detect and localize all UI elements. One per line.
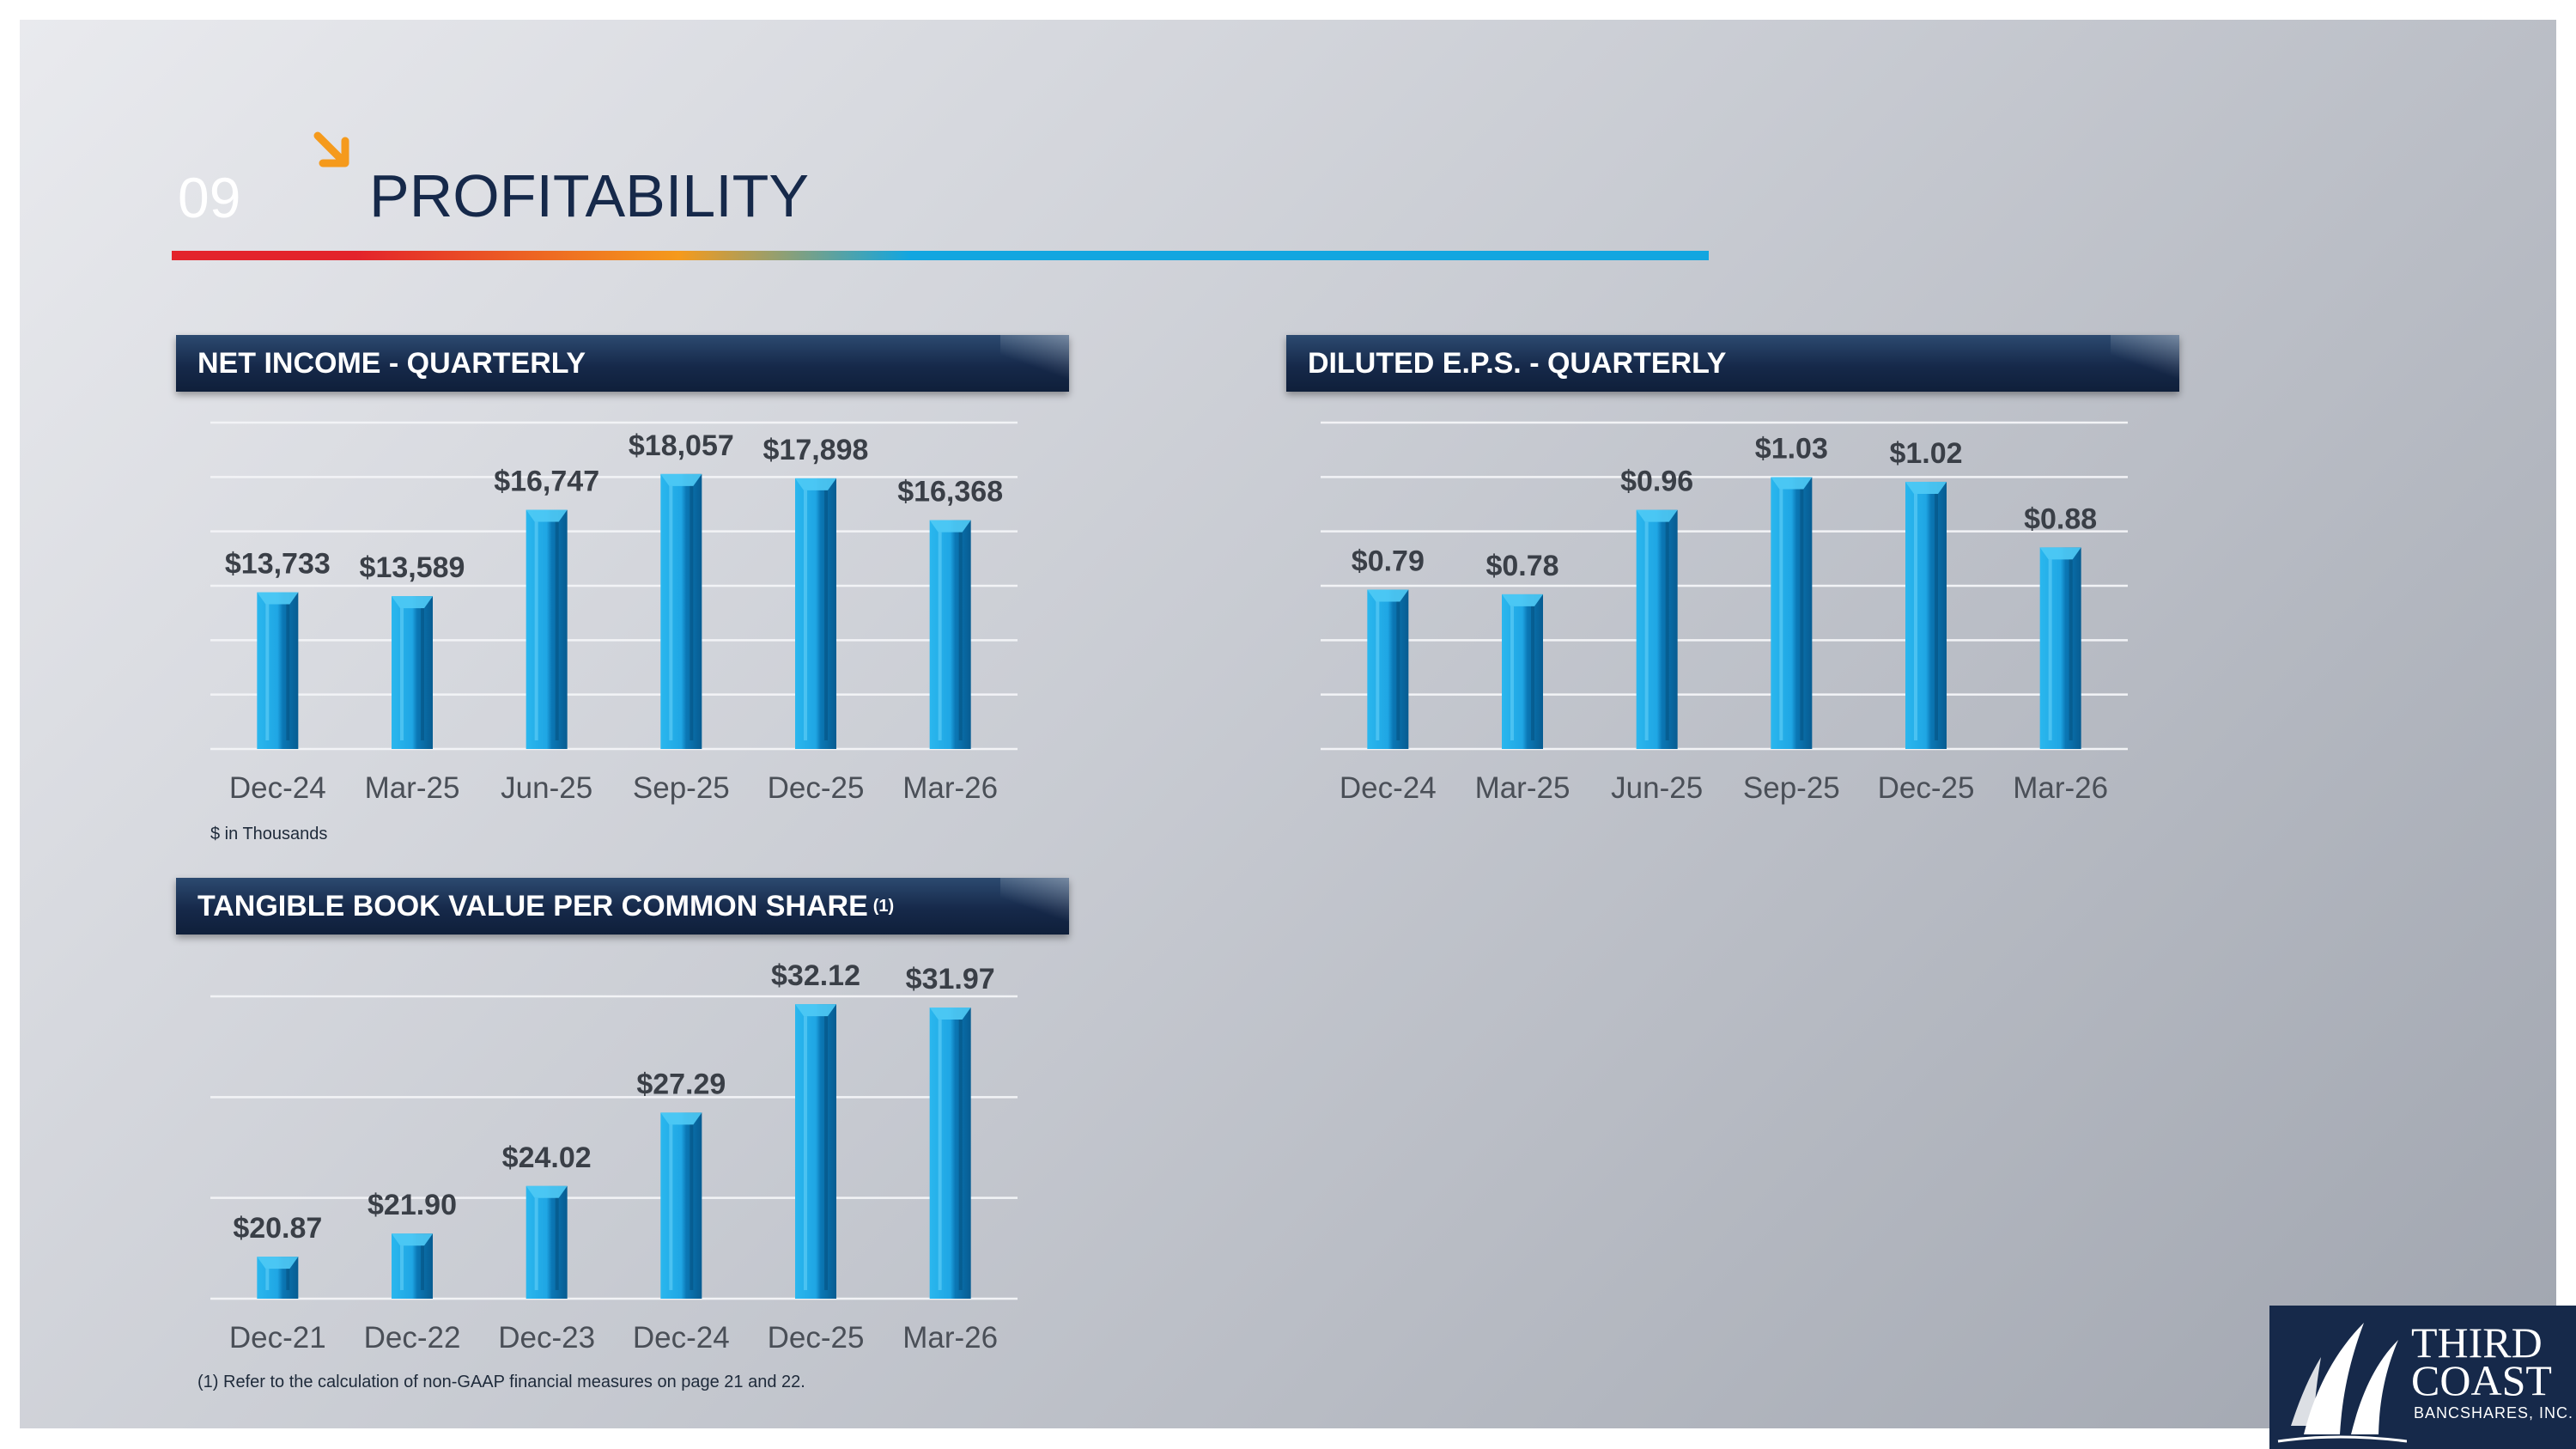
tbv-chart: $20.87 Dec-21 $21.90 Dec-22 $24.02 Dec-23 $27.… bbox=[210, 959, 1018, 1355]
category-tick-label: Dec-25 bbox=[768, 771, 865, 805]
net-income-units-note: $ in Thousands bbox=[210, 825, 328, 843]
bar bbox=[257, 592, 299, 749]
category-tick-label: Dec-23 bbox=[498, 1321, 595, 1355]
data-label: $13,733 bbox=[225, 547, 331, 580]
category-tick-label: Jun-25 bbox=[1611, 771, 1703, 805]
bar bbox=[929, 520, 971, 749]
net-income-title: NET INCOME - QUARTERLY bbox=[197, 346, 586, 380]
section-number: 09 bbox=[178, 166, 241, 229]
data-label: $1.03 bbox=[1755, 432, 1828, 465]
category-tick-label: Dec-24 bbox=[633, 1321, 730, 1355]
category-tick-label: Dec-24 bbox=[229, 771, 326, 805]
page-footnote: (1) Refer to the calculation of non-GAAP… bbox=[197, 1373, 805, 1391]
data-label: $31.97 bbox=[906, 963, 995, 995]
data-label: $13,589 bbox=[360, 551, 465, 584]
logo-line-3: BANCSHARES, INC. bbox=[2414, 1404, 2574, 1422]
data-label: $24.02 bbox=[502, 1142, 592, 1174]
title-gradient-rule bbox=[172, 251, 1709, 260]
data-label: $16,747 bbox=[494, 466, 599, 498]
bar bbox=[257, 1257, 299, 1299]
company-logo: THIRD COAST BANCSHARES, INC. bbox=[2269, 1306, 2576, 1449]
bar bbox=[1905, 481, 1947, 749]
bar bbox=[660, 473, 702, 749]
category-tick-label: Dec-25 bbox=[1878, 771, 1975, 805]
category-tick-label: Dec-22 bbox=[364, 1321, 461, 1355]
bar bbox=[929, 1008, 971, 1299]
category-tick-label: Dec-21 bbox=[229, 1321, 326, 1355]
bar bbox=[660, 1112, 702, 1299]
category-tick-label: Jun-25 bbox=[501, 771, 592, 805]
eps-chart: $0.79 Dec-24 $0.78 Mar-25 $0.96 Jun-25 $1.03 Se… bbox=[1321, 421, 2128, 805]
bar bbox=[526, 509, 568, 749]
category-tick-label: Dec-24 bbox=[1340, 771, 1437, 805]
data-label: $16,368 bbox=[897, 476, 1003, 508]
category-tick-label: Mar-26 bbox=[902, 771, 998, 805]
data-label: $0.78 bbox=[1485, 550, 1558, 582]
bar bbox=[392, 1233, 433, 1299]
category-tick-label: Mar-26 bbox=[902, 1321, 998, 1355]
logo-line-1: THIRD bbox=[2411, 1318, 2543, 1367]
bar bbox=[1502, 594, 1543, 749]
bar bbox=[2039, 547, 2081, 749]
tbv-title-superscript: (1) bbox=[872, 896, 895, 916]
net-income-banner: NET INCOME - QUARTERLY bbox=[176, 335, 1069, 392]
data-label: $27.29 bbox=[636, 1068, 726, 1100]
category-tick-label: Mar-25 bbox=[365, 771, 460, 805]
bar bbox=[392, 596, 433, 749]
tbv-title: TANGIBLE BOOK VALUE PER COMMON SHARE bbox=[197, 889, 868, 922]
net-income-chart: $13,733 Dec-24 $13,589 Mar-25 $16,747 Jun-25 $… bbox=[210, 421, 1018, 805]
data-label: $20.87 bbox=[233, 1212, 322, 1245]
category-tick-label: Mar-25 bbox=[1475, 771, 1571, 805]
page-title: PROFITABILITY bbox=[369, 162, 810, 229]
tbv-banner: TANGIBLE BOOK VALUE PER COMMON SHARE (1) bbox=[176, 878, 1069, 935]
data-label: $0.96 bbox=[1620, 466, 1693, 498]
logo-line-2: COAST bbox=[2411, 1356, 2552, 1404]
bar bbox=[526, 1185, 568, 1299]
data-label: $21.90 bbox=[368, 1189, 457, 1221]
bar bbox=[1636, 509, 1678, 749]
category-tick-label: Sep-25 bbox=[633, 771, 730, 805]
category-tick-label: Dec-25 bbox=[768, 1321, 865, 1355]
bar bbox=[1771, 477, 1813, 749]
bar bbox=[795, 1004, 836, 1299]
data-label: $32.12 bbox=[771, 959, 860, 992]
eps-banner: DILUTED E.P.S. - QUARTERLY bbox=[1286, 335, 2179, 392]
sail-logo-icon bbox=[2277, 1323, 2407, 1443]
category-tick-label: Sep-25 bbox=[1743, 771, 1840, 805]
data-label: $0.79 bbox=[1352, 545, 1425, 577]
bar bbox=[1367, 589, 1409, 749]
data-label: $1.02 bbox=[1889, 437, 1962, 470]
arrow-icon bbox=[313, 131, 349, 167]
data-label: $0.88 bbox=[2024, 502, 2097, 535]
eps-title: DILUTED E.P.S. - QUARTERLY bbox=[1308, 346, 1727, 380]
bar bbox=[795, 478, 836, 749]
data-label: $18,057 bbox=[629, 429, 734, 462]
data-label: $17,898 bbox=[763, 434, 869, 466]
category-tick-label: Mar-26 bbox=[2013, 771, 2108, 805]
